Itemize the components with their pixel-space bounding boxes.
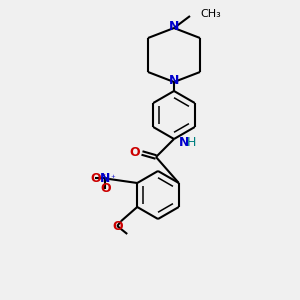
Text: N: N <box>179 136 189 149</box>
Text: N: N <box>169 74 179 88</box>
Text: O: O <box>130 146 140 158</box>
Text: O: O <box>90 172 101 184</box>
Text: ⁺: ⁺ <box>111 173 116 182</box>
Text: ⁻: ⁻ <box>101 172 106 182</box>
Text: N: N <box>100 172 110 184</box>
Text: O: O <box>100 182 110 196</box>
Text: N: N <box>169 20 179 34</box>
Text: O: O <box>112 220 122 232</box>
Text: CH₃: CH₃ <box>200 9 221 19</box>
Text: H: H <box>187 136 196 149</box>
